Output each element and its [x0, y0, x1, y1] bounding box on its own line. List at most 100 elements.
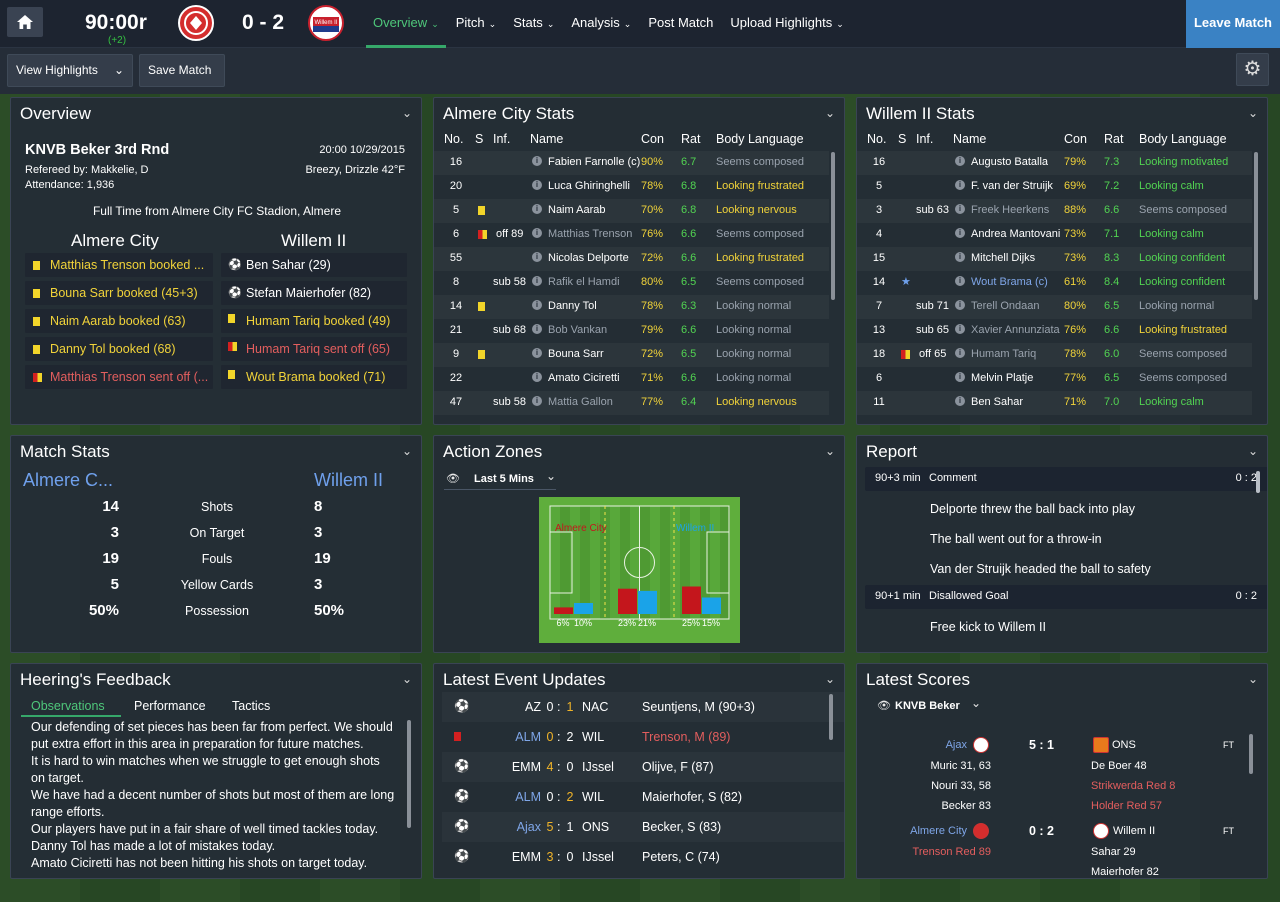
- column-header-con[interactable]: Con: [641, 132, 664, 146]
- away-event-row[interactable]: Wout Brama booked (71): [221, 365, 407, 389]
- tab-analysis[interactable]: Analysis ⌄: [564, 0, 638, 48]
- player-row[interactable]: 7 sub 71 i Terell Ondaan 80% 6.5 Looking norma…: [857, 295, 1252, 319]
- info-icon[interactable]: i: [955, 372, 965, 382]
- info-icon[interactable]: i: [955, 228, 965, 238]
- scrollbar[interactable]: [831, 152, 835, 300]
- column-header-rat[interactable]: Rat: [681, 132, 701, 146]
- info-icon[interactable]: i: [532, 156, 542, 166]
- info-icon[interactable]: i: [532, 252, 542, 262]
- scrollbar[interactable]: [1254, 152, 1258, 300]
- column-header-name[interactable]: Name: [953, 132, 987, 146]
- info-icon[interactable]: i: [955, 300, 965, 310]
- home-event-row[interactable]: Naim Aarab booked (63): [25, 309, 213, 333]
- event-row[interactable]: ⚽ Ajax 5:1 ONS Becker, S (83): [442, 812, 844, 842]
- tab-tactics[interactable]: Tactics: [232, 699, 271, 713]
- chevron-down-icon[interactable]: ⌄: [1247, 672, 1258, 686]
- player-row[interactable]: 18 off 65 i Humam Tariq 78% 6.0 Seems composed: [857, 343, 1252, 367]
- away-event-row[interactable]: Humam Tariq sent off (65): [221, 337, 407, 361]
- last-5-mins-dropdown[interactable]: 👁 Last 5 Mins ⌄: [444, 468, 556, 490]
- player-row[interactable]: 13 sub 65 i Xavier Annunziata 76% 6.6 Looking …: [857, 319, 1252, 343]
- player-row[interactable]: 6 i Melvin Platje 77% 6.5 Seems composed: [857, 367, 1252, 391]
- score-home-team[interactable]: Almere City: [910, 825, 967, 837]
- info-icon[interactable]: i: [955, 204, 965, 214]
- player-row[interactable]: 14 i Danny Tol 78% 6.3 Looking normal: [434, 295, 829, 319]
- event-row[interactable]: ⚽ AZ 0:1 NAC Seuntjens, M (90+3): [442, 692, 844, 722]
- save-match-button[interactable]: Save Match: [139, 54, 225, 87]
- report-event-header[interactable]: 90+3 min Comment 0 : 2: [865, 467, 1267, 491]
- event-row[interactable]: ⚽ EMM 3:0 IJssel Peters, C (74): [442, 842, 844, 872]
- info-icon[interactable]: i: [532, 228, 542, 238]
- info-icon[interactable]: i: [955, 156, 965, 166]
- home-event-row[interactable]: Matthias Trenson sent off (...: [25, 365, 213, 389]
- player-row[interactable]: 14 ★ i Wout Brama (c) 61% 8.4 Looking confiden…: [857, 271, 1252, 295]
- away-event-row[interactable]: Humam Tariq booked (49): [221, 309, 407, 333]
- column-header-s[interactable]: S: [898, 132, 907, 146]
- player-row[interactable]: 9 i Bouna Sarr 72% 6.5 Looking normal: [434, 343, 829, 367]
- chevron-down-icon[interactable]: ⌄: [401, 672, 412, 686]
- scrollbar[interactable]: [1256, 471, 1260, 493]
- player-row[interactable]: 16 i Augusto Batalla 79% 7.3 Looking motivate…: [857, 151, 1252, 175]
- chevron-down-icon[interactable]: ⌄: [824, 106, 835, 120]
- player-row[interactable]: 20 i Luca Ghiringhelli 78% 6.8 Looking frustr…: [434, 175, 829, 199]
- scrollbar[interactable]: [829, 694, 833, 740]
- view-highlights-dropdown[interactable]: View Highlights ⌄: [7, 54, 133, 87]
- column-header-no[interactable]: No.: [444, 132, 464, 146]
- chevron-down-icon[interactable]: ⌄: [1247, 106, 1258, 120]
- column-header-name[interactable]: Name: [530, 132, 564, 146]
- player-row[interactable]: 55 i Nicolas Delporte 72% 6.6 Looking frustra…: [434, 247, 829, 271]
- info-icon[interactable]: i: [532, 372, 542, 382]
- column-header-rat[interactable]: Rat: [1104, 132, 1124, 146]
- event-row[interactable]: ⚽ ALM 0:2 WIL Maierhofer, S (82): [442, 782, 844, 812]
- home-event-row[interactable]: Matthias Trenson booked ...: [25, 253, 213, 277]
- gear-icon[interactable]: ⚙: [1236, 53, 1269, 86]
- event-row[interactable]: ⚽ EMM 4:0 IJssel Olijve, F (87): [442, 752, 844, 782]
- tab-pitch[interactable]: Pitch ⌄: [449, 0, 503, 48]
- player-row[interactable]: 15 i Mitchell Dijks 73% 8.3 Looking confident: [857, 247, 1252, 271]
- info-icon[interactable]: i: [955, 252, 965, 262]
- tab-performance[interactable]: Performance: [134, 699, 206, 713]
- player-row[interactable]: 11 i Ben Sahar 71% 7.0 Looking calm: [857, 391, 1252, 415]
- home-event-row[interactable]: Danny Tol booked (68): [25, 337, 213, 361]
- player-row[interactable]: 8 sub 58 i Rafik el Hamdi 80% 6.5 Seems compos…: [434, 271, 829, 295]
- scrollbar[interactable]: [407, 720, 411, 828]
- score-away-team[interactable]: Willem II: [1113, 825, 1156, 837]
- column-header-inf[interactable]: Inf.: [493, 132, 511, 146]
- info-icon[interactable]: i: [955, 180, 965, 190]
- column-header-s[interactable]: S: [475, 132, 484, 146]
- chevron-down-icon[interactable]: ⌄: [824, 444, 835, 458]
- column-header-no[interactable]: No.: [867, 132, 887, 146]
- player-row[interactable]: 4 i Andrea Mantovani 73% 7.1 Looking calm: [857, 223, 1252, 247]
- tab-post-match[interactable]: Post Match: [641, 0, 720, 48]
- info-icon[interactable]: i: [532, 348, 542, 358]
- chevron-down-icon[interactable]: ⌄: [1247, 444, 1258, 458]
- column-header-body[interactable]: Body Language: [716, 132, 804, 146]
- info-icon[interactable]: i: [532, 276, 542, 286]
- home-event-row[interactable]: Bouna Sarr booked (45+3): [25, 281, 213, 305]
- player-row[interactable]: 6 off 89 i Matthias Trenson 76% 6.6 Seems comp…: [434, 223, 829, 247]
- column-header-con[interactable]: Con: [1064, 132, 1087, 146]
- player-row[interactable]: 5 i F. van der Struijk 69% 7.2 Looking calm: [857, 175, 1252, 199]
- report-event-header[interactable]: 90+1 min Disallowed Goal 0 : 2: [865, 585, 1267, 609]
- player-row[interactable]: 16 i Fabien Farnolle (c) 90% 6.7 Seems compos…: [434, 151, 829, 175]
- player-row[interactable]: 5 i Naim Aarab 70% 6.8 Looking nervous: [434, 199, 829, 223]
- score-away-team[interactable]: ONS: [1112, 739, 1136, 751]
- tab-stats[interactable]: Stats ⌄: [506, 0, 561, 48]
- tab-upload-highlights[interactable]: Upload Highlights ⌄: [723, 0, 850, 48]
- competition-dropdown[interactable]: 👁 KNVB Beker ⌄: [867, 696, 985, 718]
- player-row[interactable]: 22 i Amato Ciciretti 71% 6.6 Looking normal: [434, 367, 829, 391]
- column-header-inf[interactable]: Inf.: [916, 132, 934, 146]
- scrollbar[interactable]: [1249, 734, 1253, 774]
- info-icon[interactable]: i: [532, 324, 542, 334]
- home-button[interactable]: [7, 7, 43, 37]
- info-icon[interactable]: i: [955, 348, 965, 358]
- player-row[interactable]: 3 sub 63 i Freek Heerkens 88% 6.6 Seems compos…: [857, 199, 1252, 223]
- tab-overview[interactable]: Overview ⌄: [366, 0, 446, 48]
- chevron-down-icon[interactable]: ⌄: [401, 444, 412, 458]
- leave-match-button[interactable]: Leave Match: [1186, 0, 1280, 48]
- chevron-down-icon[interactable]: ⌄: [824, 672, 835, 686]
- event-row[interactable]: ALM 0:2 WIL Trenson, M (89): [442, 722, 844, 752]
- chevron-down-icon[interactable]: ⌄: [401, 106, 412, 120]
- away-event-row[interactable]: ⚽ Stefan Maierhofer (82): [221, 281, 407, 305]
- info-icon[interactable]: i: [955, 396, 965, 406]
- info-icon[interactable]: i: [532, 396, 542, 406]
